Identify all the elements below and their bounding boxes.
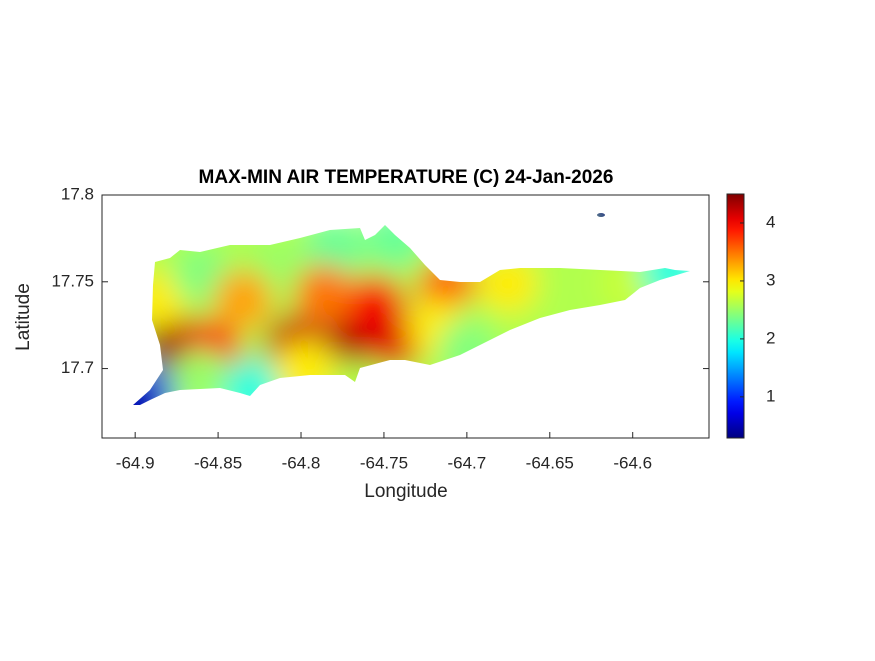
x-tick-label: -64.9 — [116, 453, 155, 472]
x-tick-label: -64.65 — [526, 453, 574, 472]
colorbar-tick-label: 3 — [766, 270, 775, 289]
field-sample — [133, 375, 166, 405]
field-sample — [212, 269, 273, 330]
colorbar-tick-label: 4 — [766, 212, 775, 231]
y-tick-label: 17.8 — [61, 184, 94, 203]
x-tick-label: -64.6 — [613, 453, 652, 472]
y-tick-label: 17.75 — [51, 271, 94, 290]
x-tick-label: -64.85 — [194, 453, 242, 472]
chart-title: MAX-MIN AIR TEMPERATURE (C) 24-Jan-2026 — [199, 167, 614, 188]
x-tick-label: -64.8 — [282, 453, 321, 472]
colorbar-tick-label: 2 — [766, 328, 775, 347]
field-sample — [294, 263, 355, 324]
x-tick-label: -64.75 — [360, 453, 408, 472]
y-axis-label: Latitude — [13, 283, 34, 351]
x-axis-label: Longitude — [364, 481, 447, 502]
x-tick-label: -64.7 — [447, 453, 486, 472]
colorbar-tick-label: 1 — [766, 386, 775, 405]
field-sample — [304, 218, 365, 279]
y-tick-label: 17.7 — [61, 358, 94, 377]
colorbar — [726, 193, 745, 439]
